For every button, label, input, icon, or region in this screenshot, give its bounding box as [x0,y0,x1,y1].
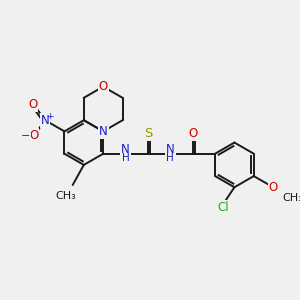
Text: H: H [167,153,174,164]
Text: O: O [99,80,108,93]
Text: N: N [99,125,108,138]
Text: O: O [28,98,38,111]
Text: Cl: Cl [218,201,229,214]
Text: O: O [268,181,278,194]
Text: N: N [40,114,50,127]
Text: CH₃: CH₃ [282,194,300,203]
Text: N: N [166,142,175,156]
Text: N: N [121,142,130,156]
Text: −: − [21,131,30,141]
Text: +: + [46,112,53,121]
Text: O: O [29,129,38,142]
Text: S: S [144,127,152,140]
Text: O: O [188,127,197,140]
Text: CH₃: CH₃ [56,191,76,201]
Text: H: H [122,153,129,164]
